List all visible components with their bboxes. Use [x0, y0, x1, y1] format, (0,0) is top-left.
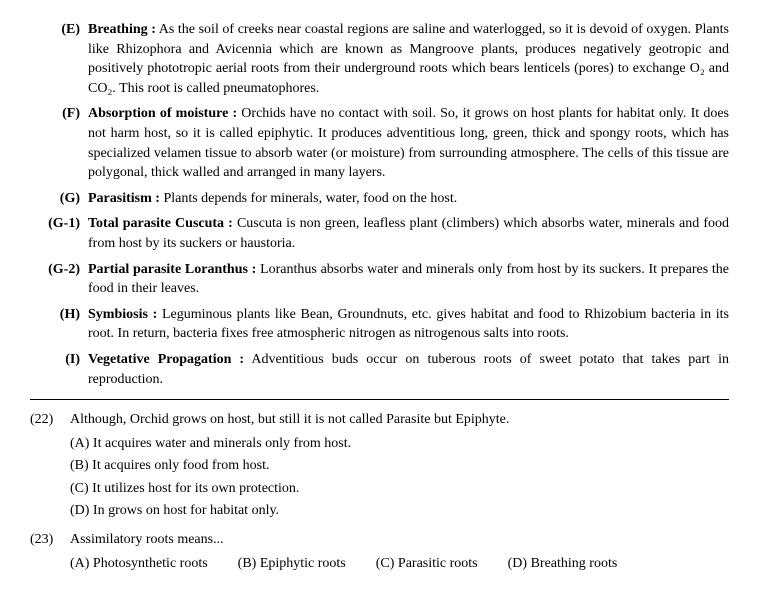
section-text-g: Plants depends for minerals, water, food… [160, 191, 457, 206]
section-title-g: Parasitism : [88, 191, 160, 206]
option-22-c: (C) It utilizes host for its own protect… [70, 479, 729, 499]
question-num-23: (23) [30, 530, 70, 573]
section-content-g1: Total parasite Cuscuta : Cuscuta is non … [88, 214, 729, 253]
section-text-h: Leguminous plants like Bean, Groundnuts,… [88, 307, 729, 342]
question-text-22: Although, Orchid grows on host, but stil… [70, 410, 729, 430]
section-title-e: Breathing : [88, 22, 156, 37]
section-content-h: Symbiosis : Leguminous plants like Bean,… [88, 305, 729, 344]
section-content-g: Parasitism : Plants depends for minerals… [88, 189, 729, 209]
question-num-22: (22) [30, 410, 70, 524]
section-title-g2: Partial parasite Loranthus : [88, 262, 256, 277]
section-title-f: Absorption of moisture : [88, 106, 237, 121]
section-content-f: Absorption of moisture : Orchids have no… [88, 104, 729, 182]
section-label-e: (E) [30, 20, 88, 98]
question-text-23: Assimilatory roots means... [70, 530, 729, 550]
section-content-i: Vegetative Propagation : Adventitious bu… [88, 350, 729, 389]
section-title-i: Vegetative Propagation : [88, 352, 244, 367]
section-label-i: (I) [30, 350, 88, 389]
option-23-d: (D) Breathing roots [508, 554, 618, 574]
section-content-g2: Partial parasite Loranthus : Loranthus a… [88, 260, 729, 299]
section-title-h: Symbiosis : [88, 307, 157, 322]
option-23-b: (B) Epiphytic roots [238, 554, 346, 574]
section-title-g1: Total parasite Cuscuta : [88, 216, 233, 231]
section-label-g1: (G-1) [30, 214, 88, 253]
section-label-g: (G) [30, 189, 88, 209]
option-23-c: (C) Parasitic roots [376, 554, 478, 574]
section-label-g2: (G-2) [30, 260, 88, 299]
section-content-e: Breathing : As the soil of creeks near c… [88, 20, 729, 98]
section-label-h: (H) [30, 305, 88, 344]
option-23-a: (A) Photosynthetic roots [70, 554, 208, 574]
option-22-a: (A) It acquires water and minerals only … [70, 434, 729, 454]
section-label-f: (F) [30, 104, 88, 182]
option-22-d: (D) In grows on host for habitat only. [70, 501, 729, 521]
option-22-b: (B) It acquires only food from host. [70, 456, 729, 476]
section-text-e: As the soil of creeks near coastal regio… [88, 22, 729, 96]
divider [30, 399, 729, 400]
